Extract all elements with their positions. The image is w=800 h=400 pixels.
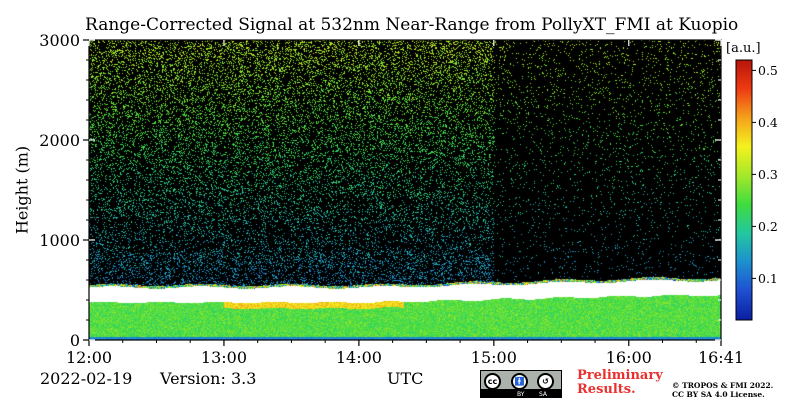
x-tick-label: 12:00 [66, 348, 112, 367]
license-strip: BY SA [481, 389, 561, 398]
colorbar-ticks: 0.1 0.2 0.3 0.4 0.5 [752, 63, 778, 286]
x-tick-label: 14:00 [336, 348, 382, 367]
license-badge[interactable]: cc 🚹 ↺ BY SA [480, 370, 562, 398]
y-tick-label: 0 [70, 331, 80, 350]
colorbar-tick-label: 0.1 [758, 271, 778, 286]
heatmap-image [89, 40, 721, 340]
colorbar-tick-label: 0.5 [758, 63, 778, 78]
colorbar-tick-label: 0.2 [758, 219, 778, 234]
x-axis-label: UTC [387, 369, 424, 388]
y-tick-label: 3000 [39, 31, 80, 50]
by-label: BY [517, 391, 525, 398]
y-axis: 0 1000 2000 3000 [39, 31, 721, 350]
sa-label: SA [539, 391, 548, 398]
by-icon: 🚹 [511, 373, 528, 390]
preliminary-line-2: Results. [577, 382, 636, 397]
date-label: 2022-02-19 [40, 369, 133, 388]
chart-title: Range-Corrected Signal at 532nm Near-Ran… [85, 15, 739, 35]
x-tick-label: 13:00 [201, 348, 247, 367]
version-label: Version: 3.3 [160, 369, 257, 388]
copyright-line-1: © TROPOS & FMI 2022. [672, 381, 774, 390]
heatmap [89, 40, 721, 340]
y-tick-label: 2000 [39, 131, 80, 150]
copyright-line-2: CC BY SA 4.0 License. [672, 390, 765, 399]
y-axis-label: Height (m) [12, 145, 32, 235]
sa-icon: ↺ [537, 373, 554, 390]
x-tick-label: 16:41 [698, 348, 744, 367]
colorbar-tick-label: 0.3 [758, 167, 778, 182]
x-tick-label: 16:00 [606, 348, 652, 367]
colorbar-label: [a.u.] [726, 41, 761, 56]
cc-icon: cc [484, 373, 501, 390]
preliminary-line-1: Preliminary [577, 368, 663, 383]
x-axis: 12:00 13:00 14:00 15:00 16:00 16:41 [66, 40, 744, 367]
plot-frame [88, 39, 722, 341]
preliminary-notice: Preliminary Results. [577, 369, 663, 397]
colorbar-tick-label: 0.4 [758, 115, 778, 130]
colorbar [735, 59, 753, 321]
copyright-notice: © TROPOS & FMI 2022. CC BY SA 4.0 Licens… [672, 381, 773, 399]
y-tick-label: 1000 [39, 231, 80, 250]
x-tick-label: 15:00 [471, 348, 517, 367]
